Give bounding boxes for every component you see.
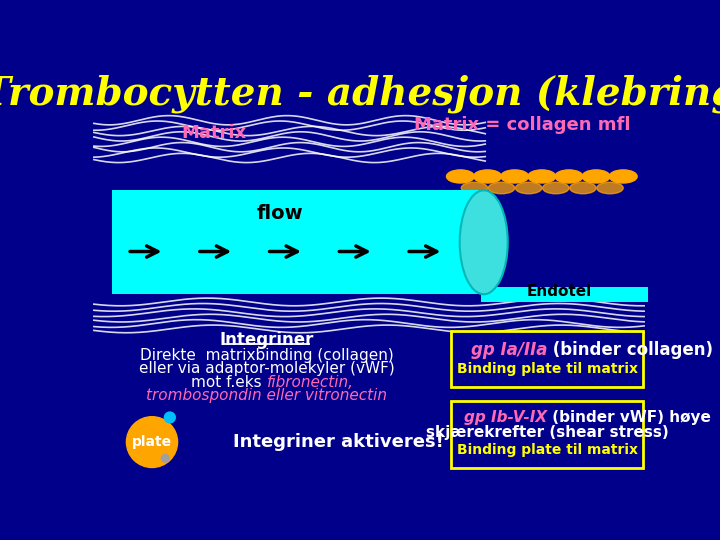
FancyBboxPatch shape (451, 331, 644, 387)
Text: flow: flow (256, 204, 303, 223)
Text: Matrix = collagen mfl: Matrix = collagen mfl (414, 116, 631, 134)
Ellipse shape (543, 182, 569, 194)
Text: (binder vWF) høye: (binder vWF) høye (547, 410, 711, 425)
Text: Endotel: Endotel (526, 285, 592, 300)
Text: mot f.eks: mot f.eks (192, 375, 266, 389)
Text: gp Ib-V-IX: gp Ib-V-IX (464, 410, 547, 425)
Text: fibronectin,: fibronectin, (266, 375, 354, 389)
Ellipse shape (555, 170, 583, 183)
Bar (482, 287, 649, 302)
Text: Binding plate til matrix: Binding plate til matrix (456, 362, 638, 376)
Ellipse shape (462, 182, 487, 194)
Text: eller via adaptor-molekyler (vWF): eller via adaptor-molekyler (vWF) (139, 361, 395, 376)
FancyBboxPatch shape (451, 401, 644, 468)
Text: (binder collagen): (binder collagen) (547, 341, 714, 359)
Ellipse shape (500, 170, 528, 183)
Ellipse shape (516, 182, 542, 194)
Text: gp Ia/IIa: gp Ia/IIa (471, 341, 547, 359)
Ellipse shape (488, 182, 515, 194)
Ellipse shape (597, 182, 624, 194)
Text: Integriner aktiveres!: Integriner aktiveres! (233, 433, 444, 451)
Text: Matrix: Matrix (181, 124, 246, 141)
Circle shape (161, 455, 169, 462)
Text: plate: plate (132, 435, 172, 449)
Ellipse shape (528, 170, 556, 183)
Text: Trombocytten - adhesjon (klebring): Trombocytten - adhesjon (klebring) (0, 75, 720, 113)
Ellipse shape (582, 170, 610, 183)
Bar (112, 190, 484, 294)
Ellipse shape (446, 170, 474, 183)
Ellipse shape (609, 170, 637, 183)
Text: skjærekrefter (shear stress): skjærekrefter (shear stress) (426, 426, 669, 440)
Ellipse shape (474, 170, 502, 183)
Text: Integriner: Integriner (220, 330, 314, 349)
Text: trombospondin eller vitronectin: trombospondin eller vitronectin (146, 388, 387, 403)
Ellipse shape (459, 190, 508, 294)
Circle shape (164, 412, 175, 423)
Ellipse shape (570, 182, 596, 194)
Text: Binding plate til matrix: Binding plate til matrix (456, 443, 638, 457)
Circle shape (127, 417, 178, 468)
Text: Direkte  matrixbinding (collagen): Direkte matrixbinding (collagen) (140, 348, 394, 363)
